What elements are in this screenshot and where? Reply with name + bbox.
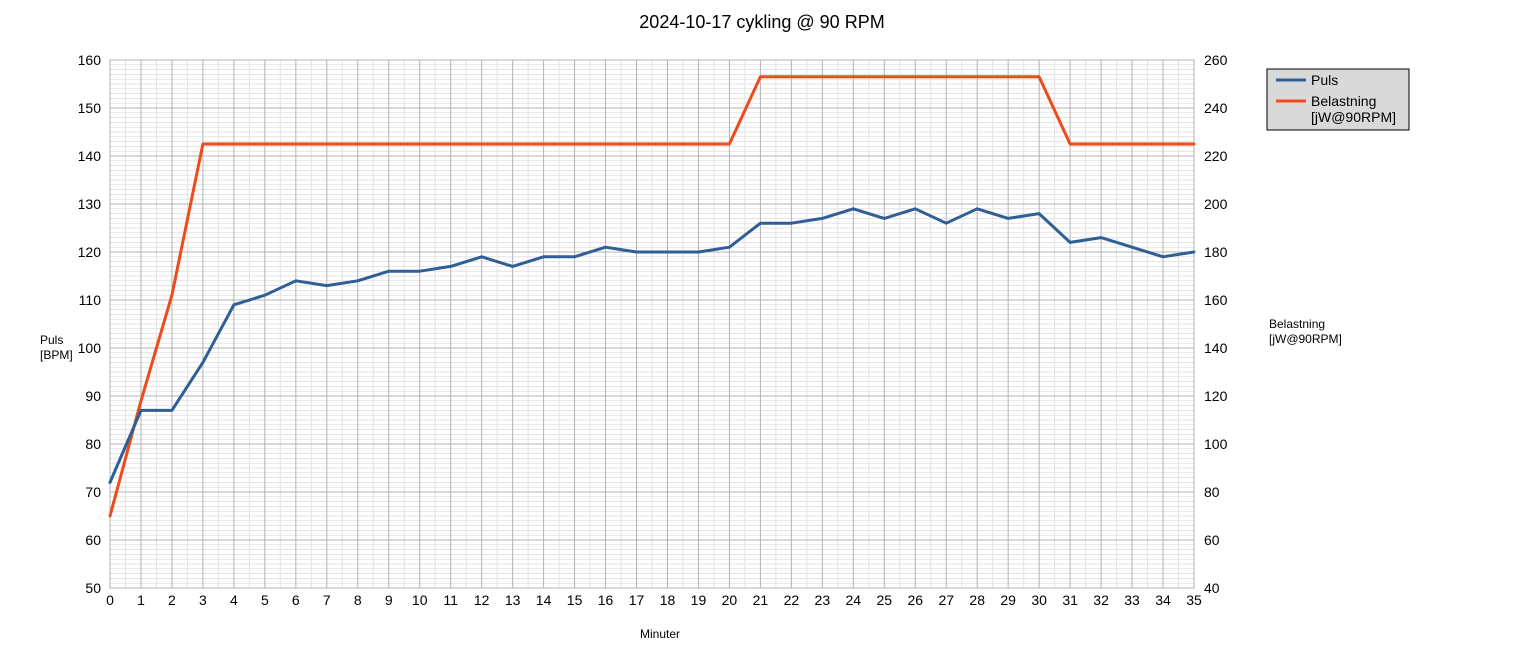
y2-tick-label: 160 (1204, 292, 1228, 308)
y-axis-title-line-2: [BPM] (40, 348, 73, 362)
x-tick-label: 24 (846, 592, 862, 608)
y-tick-label: 100 (78, 340, 102, 356)
x-tick-label: 14 (536, 592, 552, 608)
x-tick-label: 4 (230, 592, 238, 608)
x-tick-label: 11 (443, 592, 458, 608)
y2-axis-title-line-2: [jW@90RPM] (1269, 332, 1342, 346)
x-tick-label: 12 (474, 592, 490, 608)
x-tick-label: 23 (815, 592, 831, 608)
major-grid (109, 59, 1195, 589)
x-tick-label: 10 (412, 592, 428, 608)
x-tick-label: 13 (505, 592, 521, 608)
y-axis-title-line-1: Puls (40, 333, 63, 347)
y2-tick-label: 240 (1204, 100, 1228, 116)
y-tick-label: 130 (78, 196, 102, 212)
y2-tick-label: 200 (1204, 196, 1228, 212)
y-tick-label: 160 (78, 52, 102, 68)
x-tick-label: 3 (199, 592, 207, 608)
y-tick-label: 50 (85, 580, 101, 596)
legend-label-belastning: Belastning [jW@90RPM] (1311, 93, 1396, 125)
x-tick-label: 21 (753, 592, 769, 608)
x-tick-label: 16 (598, 592, 614, 608)
plot-area-border (109, 59, 1195, 589)
y2-tick-label: 120 (1204, 388, 1228, 404)
y2-tick-label: 220 (1204, 148, 1228, 164)
x-tick-label: 34 (1155, 592, 1171, 608)
x-tick-label: 2 (168, 592, 176, 608)
chart-title: 2024-10-17 cykling @ 90 RPM (639, 12, 884, 32)
x-tick-label: 28 (969, 592, 985, 608)
y2-tick-label: 40 (1204, 580, 1220, 596)
y-axis-title: Puls [BPM] (40, 333, 73, 362)
x-axis-ticks: 0 1 2 3 4 5 6 7 8 9 10 11 12 13 14 15 16 17 18 19 20 21 22 23 24… (106, 592, 1202, 608)
x-tick-label: 8 (354, 592, 362, 608)
y-tick-label: 110 (79, 292, 102, 308)
x-axis-title: Minuter (640, 627, 680, 641)
x-tick-label: 32 (1093, 592, 1109, 608)
y2-tick-label: 80 (1204, 484, 1220, 500)
y-tick-label: 90 (85, 388, 101, 404)
series-line-belastning (108, 75, 1196, 518)
x-tick-label: 17 (629, 592, 645, 608)
y2-tick-label: 180 (1204, 244, 1228, 260)
y-tick-label: 60 (85, 532, 101, 548)
y2-tick-label: 140 (1204, 340, 1228, 356)
x-tick-label: 31 (1062, 592, 1078, 608)
x-tick-label: 5 (261, 592, 269, 608)
legend: Puls Belastning [jW@90RPM] (1266, 68, 1410, 131)
minor-grid (110, 59, 1194, 589)
x-tick-label: 27 (938, 592, 954, 608)
x-tick-label: 18 (660, 592, 676, 608)
x-tick-label: 7 (323, 592, 331, 608)
legend-label-belastning-line-1: Belastning (1311, 93, 1376, 109)
left-axis-ticks: 50 60 70 80 90 100 110 120 130 140 150 160 (78, 52, 102, 596)
legend-label-puls: Puls (1311, 72, 1338, 88)
x-tick-label: 29 (1000, 592, 1016, 608)
x-tick-label: 9 (385, 592, 393, 608)
series-lines (108, 75, 1196, 518)
y2-axis-title-line-1: Belastning (1269, 317, 1325, 331)
x-tick-label: 22 (784, 592, 800, 608)
x-tick-label: 33 (1124, 592, 1140, 608)
x-tick-label: 15 (567, 592, 583, 608)
y2-tick-label: 260 (1204, 52, 1228, 68)
y-tick-label: 140 (78, 148, 102, 164)
legend-label-belastning-line-2: [jW@90RPM] (1311, 109, 1396, 125)
x-tick-label: 0 (106, 592, 114, 608)
x-tick-label: 1 (137, 592, 145, 608)
x-tick-label: 25 (876, 592, 892, 608)
x-tick-label: 20 (722, 592, 738, 608)
y-tick-label: 150 (78, 100, 102, 116)
y2-tick-label: 60 (1204, 532, 1220, 548)
x-tick-label: 6 (292, 592, 300, 608)
y2-axis-title: Belastning [jW@90RPM] (1269, 317, 1342, 346)
x-tick-label: 19 (691, 592, 707, 608)
x-tick-label: 30 (1031, 592, 1047, 608)
x-tick-label: 26 (907, 592, 923, 608)
right-axis-ticks: 40 60 80 100 120 140 160 180 200 220 240 260 (1204, 52, 1228, 596)
x-tick-label: 35 (1186, 592, 1202, 608)
y-tick-label: 70 (85, 484, 101, 500)
y-tick-label: 80 (85, 436, 101, 452)
y2-tick-label: 100 (1204, 436, 1228, 452)
series-line-puls (108, 207, 1196, 484)
y-tick-label: 120 (78, 244, 102, 260)
